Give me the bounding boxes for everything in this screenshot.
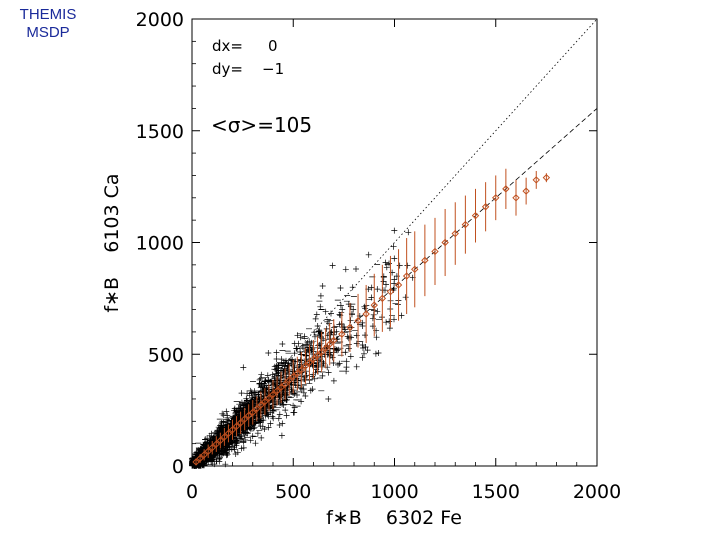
binned-point [313, 351, 322, 360]
binned-point [481, 203, 490, 211]
binned-point [441, 238, 449, 247]
binned-point [297, 366, 306, 374]
binned-point [204, 447, 212, 455]
binned-point [273, 387, 281, 395]
binned-point [240, 415, 249, 423]
x-tick-label: 1000 [370, 481, 418, 503]
binned-point [431, 247, 439, 256]
x-axis-title: f∗B 6302 Fe [326, 507, 462, 529]
binned-point [461, 220, 470, 229]
binned-point [411, 265, 419, 274]
binned-point [224, 429, 233, 438]
y-tick-label: 2000 [136, 9, 184, 31]
binned-point [269, 390, 277, 399]
y-tick-label: 1500 [136, 121, 184, 143]
binned-point [386, 287, 395, 296]
binned-point [532, 176, 540, 184]
binned-point [502, 185, 510, 193]
binned-point [451, 229, 459, 238]
y-tick-label: 500 [148, 344, 184, 366]
binned-point [492, 194, 500, 202]
binned-point [362, 310, 370, 318]
x-tick-label: 0 [186, 481, 198, 503]
binned-point [346, 323, 354, 332]
corner-label-line-2: MSDP [26, 24, 70, 41]
binned-point [208, 443, 216, 452]
x-tick-label: 2000 [573, 481, 621, 503]
binned-point [285, 376, 293, 384]
dy-value: −1 [262, 60, 284, 78]
binned-point [228, 426, 237, 434]
sigma-annotation: <σ>=105 [211, 113, 312, 137]
binned-point [321, 344, 330, 352]
binned-point [378, 294, 387, 303]
binned-point [542, 173, 551, 182]
y-axis-ticks: 0 500 1000 1500 2000 [136, 9, 597, 478]
binned-point [289, 372, 297, 381]
x-axis-ticks: 0 500 1000 1500 2000 [186, 19, 621, 503]
x-tick-label: 1500 [472, 481, 520, 503]
binned-point [330, 336, 338, 345]
binned-point [281, 380, 289, 388]
scatter-cloud [189, 227, 416, 469]
binned-point [253, 405, 261, 413]
binned-point [265, 394, 273, 402]
binned-point [244, 411, 253, 420]
y-tick-label: 0 [172, 456, 184, 478]
corner-label: THEMIS MSDP [8, 6, 88, 42]
y-axis-title: f∗B 6103 Ca [101, 173, 123, 312]
binned-point [257, 401, 265, 409]
binned-point [261, 397, 269, 406]
binned-point [522, 187, 530, 195]
binned-point [471, 211, 480, 220]
binned-point [220, 433, 229, 441]
binned-point [192, 458, 200, 466]
identity-line [191, 18, 598, 467]
binned-point [370, 301, 378, 309]
binned-point [301, 362, 310, 370]
binned-point [277, 383, 285, 392]
y-tick-label: 1000 [136, 233, 184, 255]
binned-point [200, 451, 208, 459]
binned-point [249, 408, 257, 417]
binned-point [236, 419, 245, 427]
binned-point [325, 340, 334, 348]
binned-point [216, 436, 225, 445]
binned-point [196, 454, 204, 463]
binned-point [305, 358, 314, 367]
dx-value: 0 [268, 37, 278, 55]
binned-point [421, 256, 429, 265]
corner-label-line-1: THEMIS [19, 6, 77, 23]
binned-point [338, 330, 346, 338]
binned-point [309, 355, 318, 363]
dx-label: dx= [212, 37, 243, 55]
scatter-points [189, 227, 416, 469]
binned-point [394, 281, 403, 289]
binned-point [212, 440, 221, 448]
x-tick-label: 500 [275, 481, 311, 503]
binned-point [354, 317, 362, 325]
binned-point [512, 194, 520, 202]
binned-means [192, 168, 551, 466]
plot-area [189, 18, 598, 469]
binned-point [293, 369, 302, 378]
binned-point [402, 272, 411, 280]
binned-point [317, 348, 326, 356]
binned-point [232, 422, 241, 430]
dy-label: dy= [212, 60, 243, 78]
